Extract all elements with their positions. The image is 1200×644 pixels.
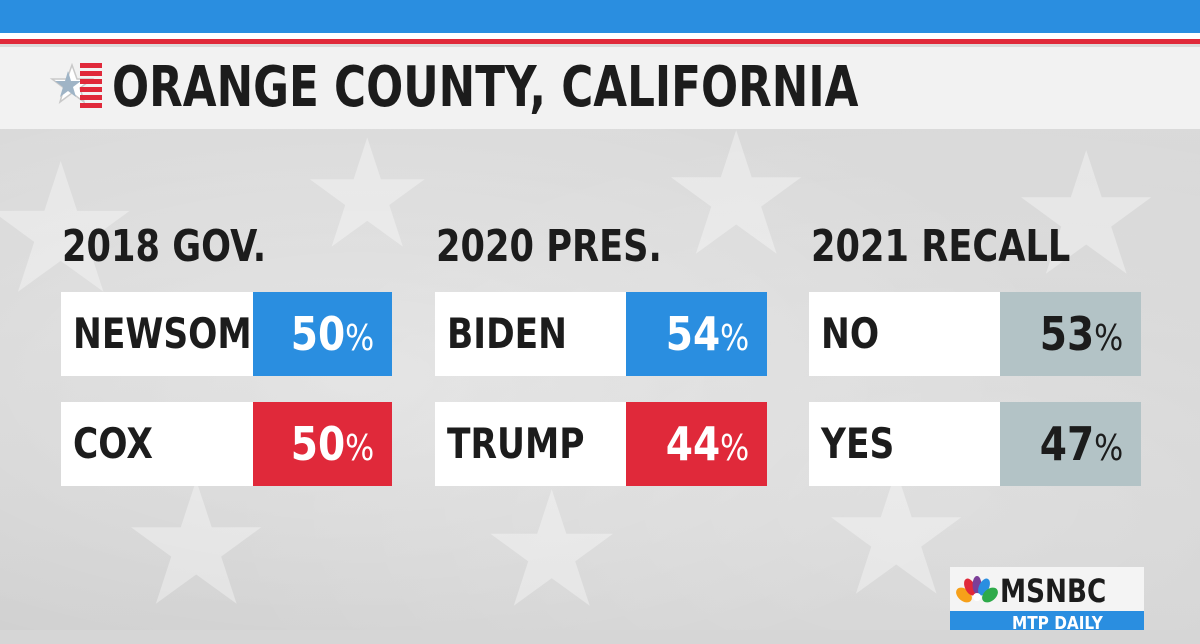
option-name-box: YES: [809, 402, 1000, 486]
column-title-2021-recall: 2021 RECALL: [811, 221, 1071, 272]
percent-number: 50: [290, 417, 345, 471]
percent-sign: %: [719, 318, 749, 359]
show-name: MTP DAILY: [1012, 613, 1103, 630]
result-row-trump: TRUMP 44%: [435, 402, 767, 486]
option-name: NO: [821, 309, 880, 358]
candidate-name: COX: [73, 419, 153, 468]
percent-number: 47: [1039, 417, 1094, 471]
background-star-icon: ★: [300, 108, 435, 282]
result-row-yes: YES 47%: [809, 402, 1141, 486]
percent-number: 50: [290, 307, 345, 361]
candidate-name-box: NEWSOM: [61, 292, 253, 376]
percent-box: 50%: [253, 292, 392, 376]
peacock-icon: [956, 576, 998, 603]
candidate-name: BIDEN: [447, 309, 568, 358]
background-star-icon: ★: [480, 456, 624, 643]
percent-box: 50%: [253, 402, 392, 486]
percent-box: 54%: [626, 292, 767, 376]
candidate-name: TRUMP: [447, 419, 585, 468]
network-logo: MSNBC MTP DAILY: [950, 567, 1144, 630]
flag-star-icon: [49, 62, 102, 108]
candidate-name-box: TRUMP: [435, 402, 626, 486]
column-title-2020-pres: 2020 PRES.: [436, 221, 662, 272]
percent-box: 53%: [1000, 292, 1141, 376]
percent-box: 47%: [1000, 402, 1141, 486]
percent-sign: %: [344, 428, 374, 469]
percent-sign: %: [344, 318, 374, 359]
page-title: ORANGE COUNTY, CALIFORNIA: [112, 55, 859, 120]
percent-value: 54%: [666, 292, 749, 381]
option-name: YES: [821, 419, 895, 468]
background-star-icon: ★: [0, 125, 142, 334]
result-row-no: NO 53%: [809, 292, 1141, 376]
network-name: MSNBC: [1000, 572, 1107, 610]
candidate-name: NEWSOM: [73, 309, 252, 358]
background-star-icon: ★: [1010, 116, 1163, 314]
option-name-box: NO: [809, 292, 1000, 376]
top-red-stripe: [0, 39, 1200, 44]
percent-sign: %: [719, 428, 749, 469]
background-star-icon: ★: [120, 446, 273, 644]
percent-sign: %: [1093, 428, 1123, 469]
result-row-biden: BIDEN 54%: [435, 292, 767, 376]
percent-number: 44: [665, 417, 720, 471]
candidate-name-box: COX: [61, 402, 253, 486]
background-star-icon: ★: [660, 96, 813, 294]
result-row-newsom: NEWSOM 50%: [61, 292, 392, 376]
top-blue-bar: [0, 0, 1200, 33]
percent-value: 50%: [291, 402, 374, 491]
percent-value: 53%: [1040, 292, 1123, 381]
show-banner: MTP DAILY: [950, 611, 1144, 630]
percent-value: 44%: [666, 402, 749, 491]
percent-sign: %: [1093, 318, 1123, 359]
result-row-cox: COX 50%: [61, 402, 392, 486]
top-white-stripe: [0, 33, 1200, 39]
percent-number: 54: [665, 307, 720, 361]
percent-number: 53: [1039, 307, 1094, 361]
percent-value: 47%: [1040, 402, 1123, 491]
candidate-name-box: BIDEN: [435, 292, 626, 376]
percent-box: 44%: [626, 402, 767, 486]
column-title-2018-gov: 2018 GOV.: [62, 221, 267, 272]
percent-value: 50%: [291, 292, 374, 381]
title-bar: ORANGE COUNTY, CALIFORNIA: [0, 47, 1200, 129]
